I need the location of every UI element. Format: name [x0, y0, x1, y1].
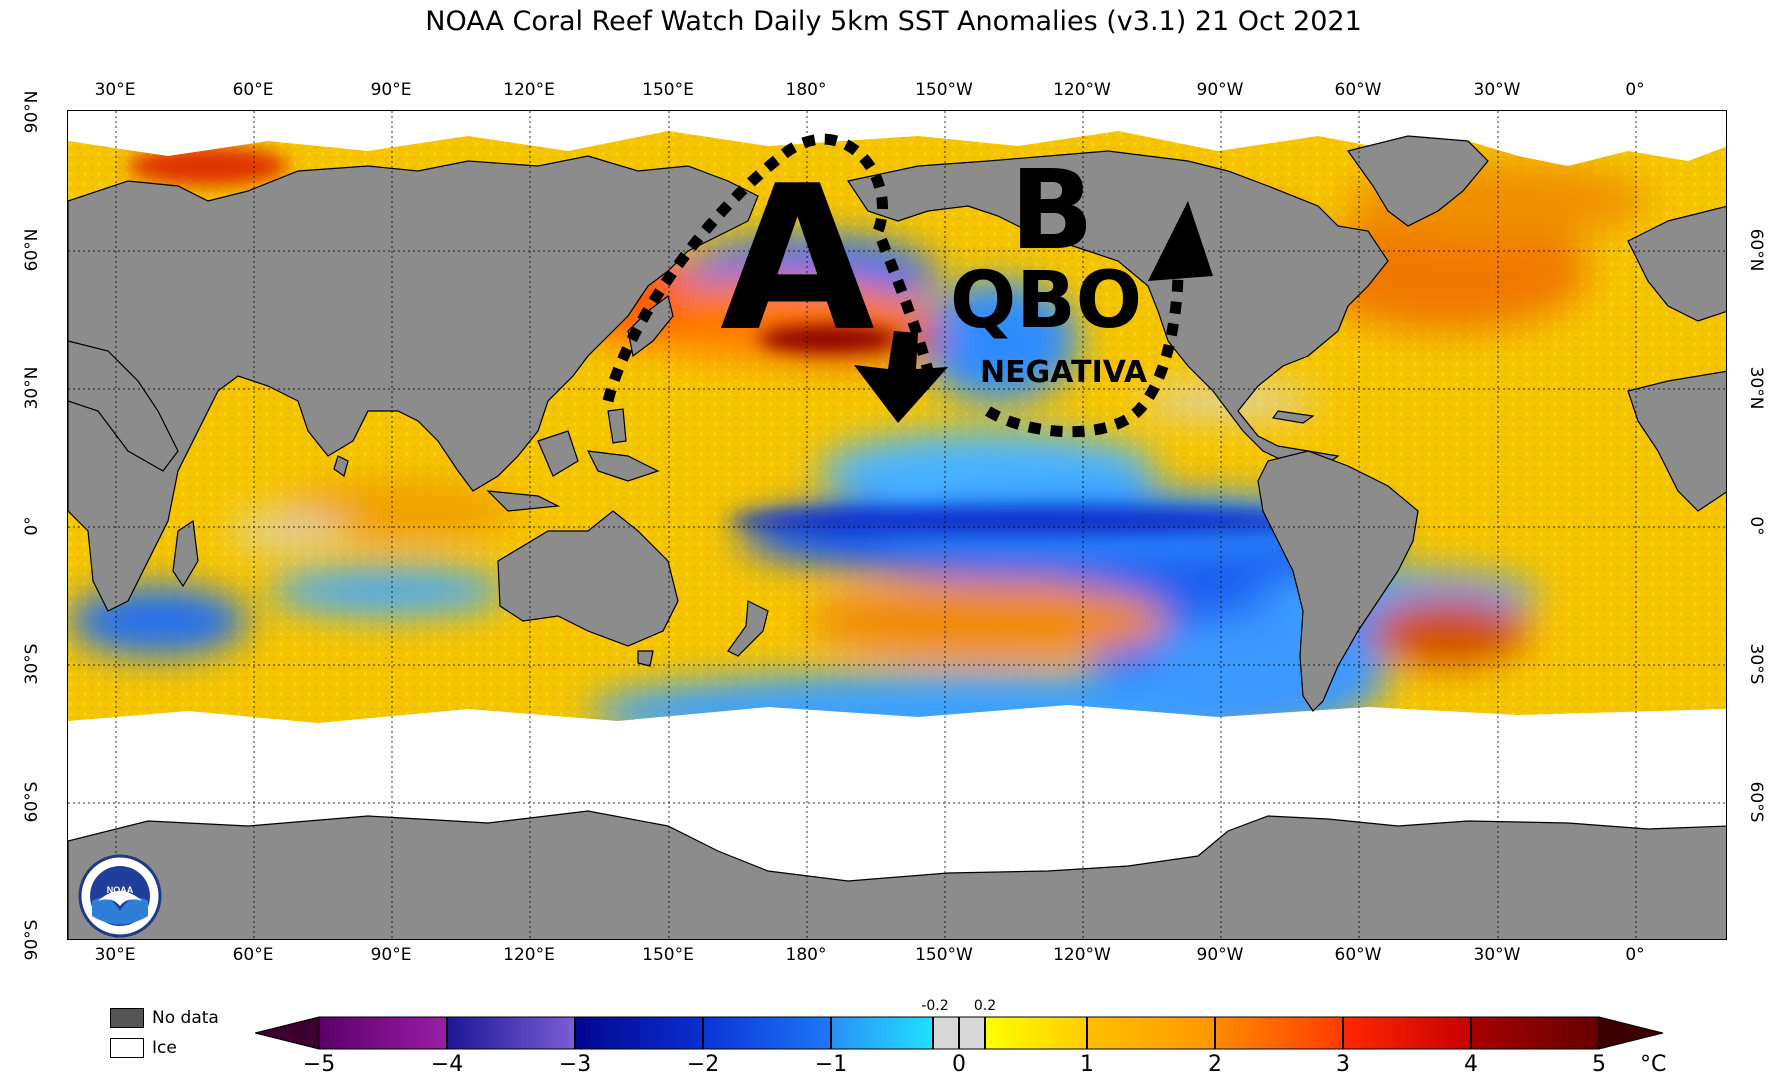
lat-tick-right: 0° — [1746, 516, 1766, 536]
no-data-swatch — [110, 1008, 144, 1028]
lat-tick-right: 60°N — [1746, 228, 1766, 272]
arctic-ice — [68, 111, 1726, 166]
colorbar-small-label: 0.2 — [973, 998, 997, 1014]
map-title: NOAA Coral Reef Watch Daily 5km SST Anom… — [425, 6, 1362, 37]
high-pressure-letter: A — [720, 143, 875, 376]
lat-tick-left: 60°N — [22, 228, 42, 272]
colorbar-tick: −5 — [302, 1052, 336, 1077]
colorbar-tick: 0 — [952, 1052, 966, 1077]
qbo-label: QBO — [950, 256, 1143, 346]
low-pressure-letter: B — [1010, 146, 1094, 274]
eurasia-africa-land — [68, 155, 759, 612]
lon-tick-top: 90°E — [370, 80, 412, 100]
lon-tick-top: 120°W — [1053, 80, 1111, 100]
colorbar-tick: 5 — [1592, 1052, 1606, 1077]
lat-tick-left: 90°S — [22, 919, 42, 961]
lon-tick-bottom: 180° — [785, 945, 827, 965]
lon-tick-bottom: 90°E — [370, 945, 412, 965]
lon-tick-top: 150°W — [915, 80, 973, 100]
lon-tick-top: 150°E — [642, 80, 694, 100]
sst-anomaly-map: NOAA — [67, 110, 1727, 940]
ice-label: Ice — [152, 1038, 177, 1058]
colorbar-tick: −4 — [430, 1052, 464, 1077]
colorbar-tick: 3 — [1336, 1052, 1350, 1077]
lat-tick-left: 30°S — [22, 643, 42, 685]
ice-swatch — [110, 1038, 144, 1058]
colorbar-tick: −2 — [686, 1052, 720, 1077]
lat-tick-right: 30°N — [1746, 366, 1766, 410]
lon-tick-top: 90°W — [1196, 80, 1244, 100]
colorbar-tick: 1 — [1080, 1052, 1094, 1077]
lat-tick-left: 0° — [22, 516, 42, 536]
lon-tick-top: 60°E — [232, 80, 274, 100]
arrowhead-up-icon — [1148, 201, 1213, 281]
lon-tick-bottom: 150°E — [642, 945, 694, 965]
svg-text:NOAA: NOAA — [107, 885, 134, 895]
lon-tick-bottom: 120°W — [1053, 945, 1111, 965]
lon-tick-top: 30°E — [94, 80, 136, 100]
lon-tick-top: 30°W — [1473, 80, 1521, 100]
lat-tick-right: 30°S — [1746, 643, 1766, 685]
lon-tick-top: 120°E — [503, 80, 555, 100]
south-america-land — [1257, 450, 1419, 712]
lon-tick-top: 0° — [1625, 80, 1645, 100]
antarctica-land — [68, 810, 1726, 939]
lat-tick-left: 90°N — [22, 90, 42, 134]
noaa-logo: NOAA — [78, 854, 162, 938]
colorbar-small-label: -0.2 — [921, 998, 949, 1014]
colorbar-unit: °C — [1640, 1052, 1667, 1077]
no-data-label: No data — [152, 1008, 219, 1028]
map-canvas: NOAA — [68, 111, 1726, 939]
australia-land — [497, 510, 679, 647]
lon-tick-bottom: 60°W — [1334, 945, 1382, 965]
warm-anomaly-south-pacific — [808, 581, 1168, 661]
colorbar-tick: −1 — [814, 1052, 848, 1077]
circulation-arrow-b — [985, 270, 1184, 438]
lon-tick-top: 60°W — [1334, 80, 1382, 100]
lat-tick-left: 30°N — [22, 366, 42, 410]
greenland-land — [1346, 135, 1489, 227]
lon-tick-bottom: 150°W — [915, 945, 973, 965]
qbo-sub-label: NEGATIVA — [980, 355, 1148, 390]
colorbar — [255, 1016, 1664, 1050]
colorbar-tick: 2 — [1208, 1052, 1222, 1077]
lon-tick-bottom: 90°W — [1196, 945, 1244, 965]
lon-tick-bottom: 0° — [1625, 945, 1645, 965]
lon-tick-bottom: 30°W — [1473, 945, 1521, 965]
lon-tick-bottom: 60°E — [232, 945, 274, 965]
arrowhead-down-icon — [854, 331, 948, 423]
lon-tick-bottom: 30°E — [94, 945, 136, 965]
lon-tick-bottom: 120°E — [503, 945, 555, 965]
colorbar-left-extension — [255, 1016, 320, 1050]
colorbar-tick: −3 — [558, 1052, 592, 1077]
land — [68, 135, 1726, 939]
lat-tick-right: 60°S — [1746, 781, 1766, 823]
lon-tick-top: 180° — [785, 80, 827, 100]
colorbar-tick: 4 — [1464, 1052, 1478, 1077]
colorbar-right-extension — [1598, 1016, 1664, 1050]
lat-tick-left: 60°S — [22, 781, 42, 823]
circulation-arrow-a — [602, 133, 934, 403]
